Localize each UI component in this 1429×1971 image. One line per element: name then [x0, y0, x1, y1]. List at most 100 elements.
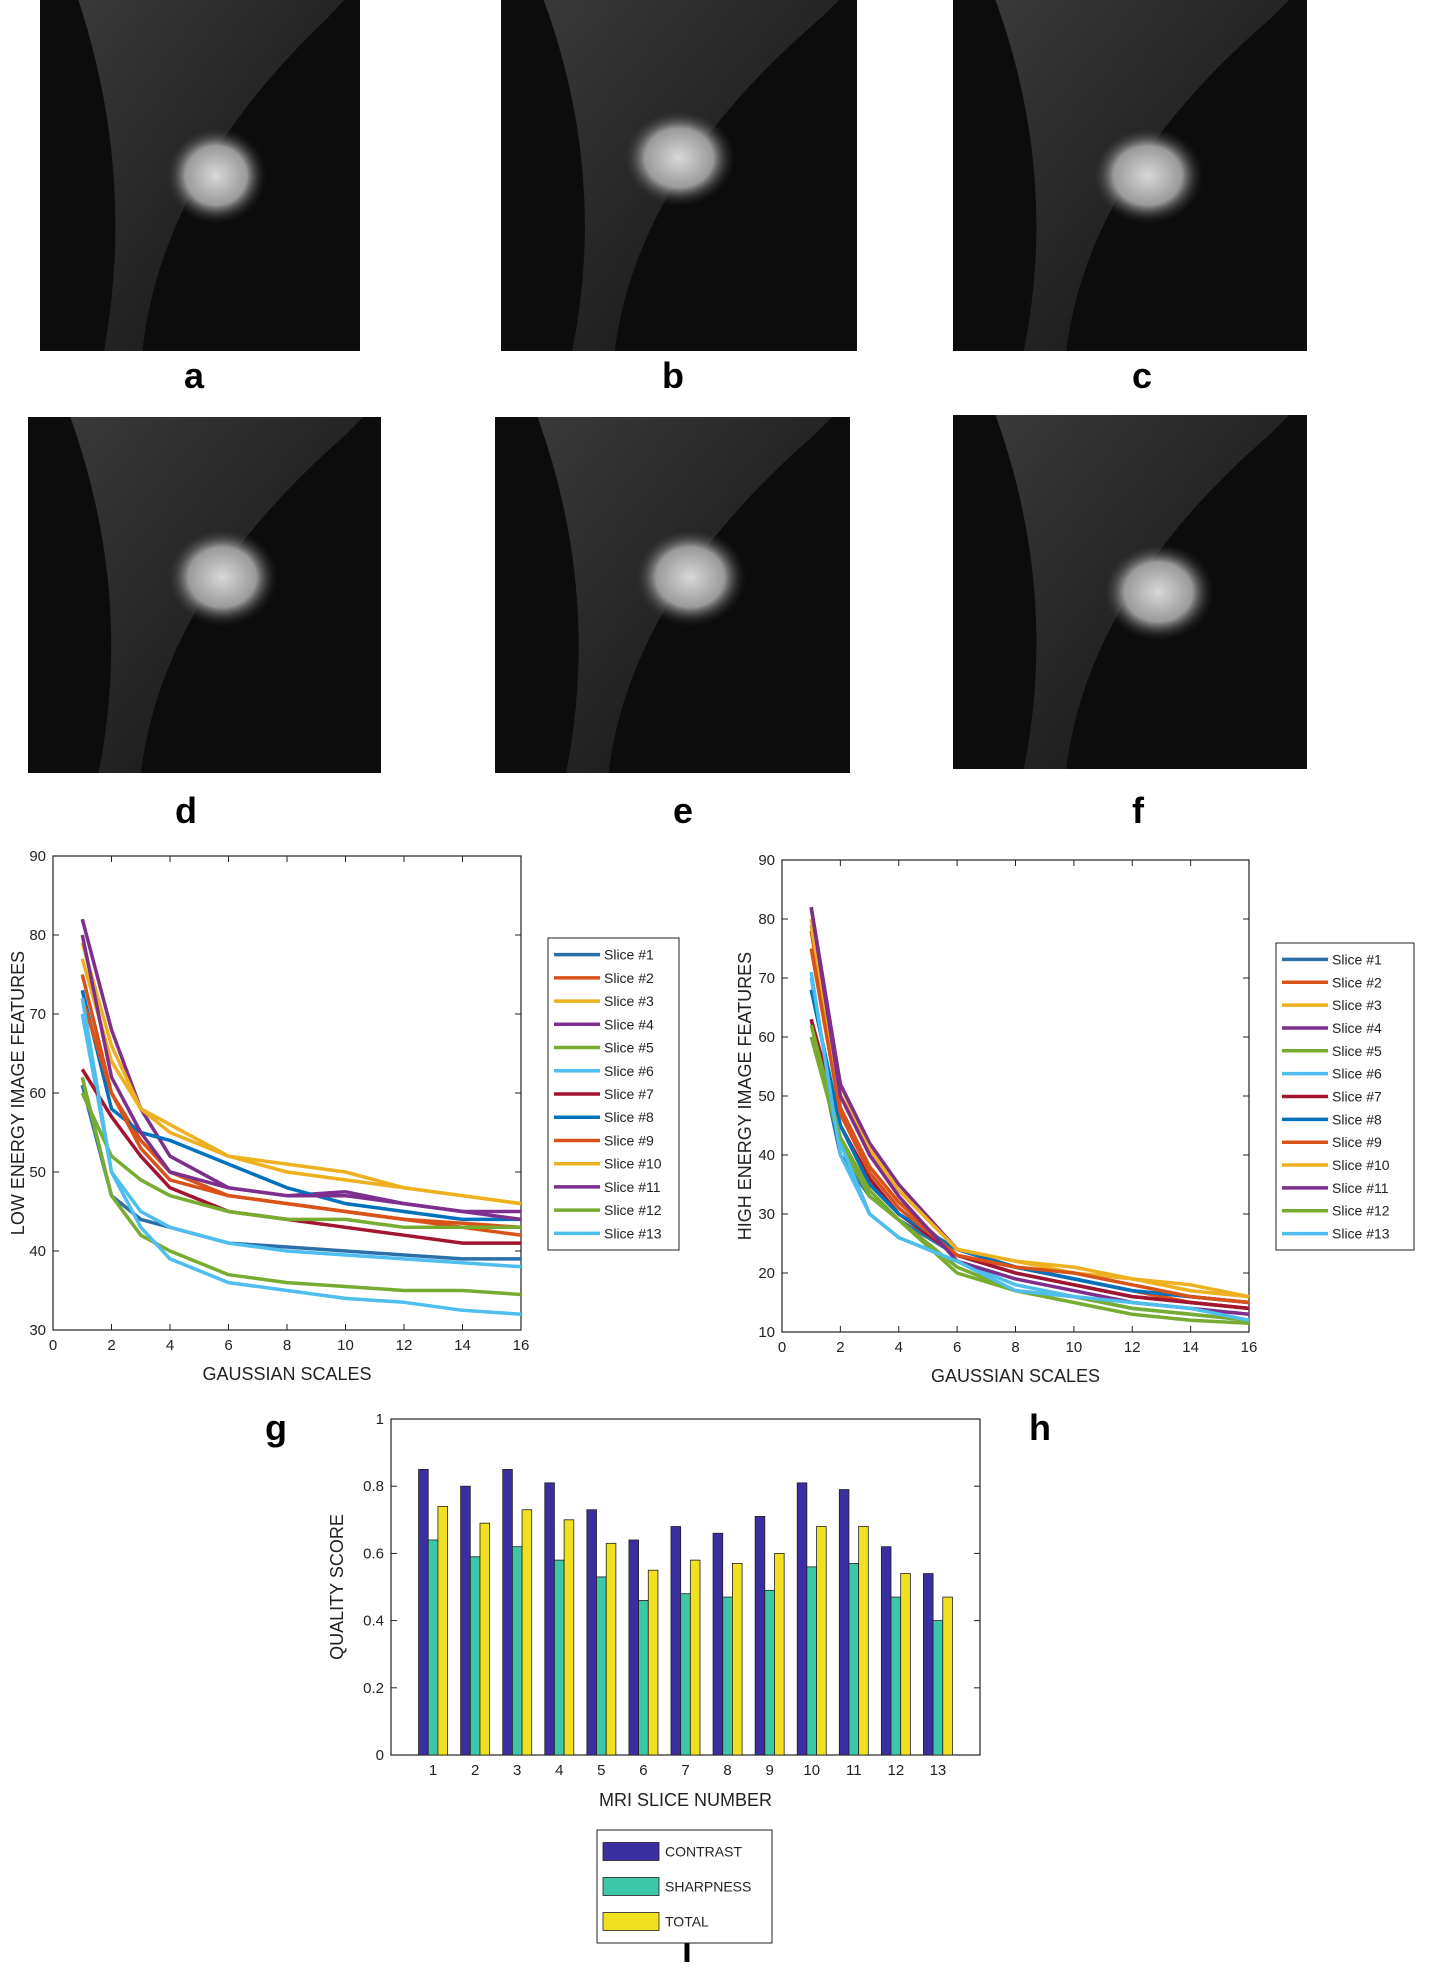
series-line [80, 1076, 522, 1297]
legend-label: Slice #10 [604, 1156, 662, 1172]
y-tick-label: 80 [29, 927, 46, 944]
x-tick-label: 8 [1011, 1339, 1019, 1356]
x-tick-label: 5 [597, 1762, 605, 1779]
series-line [809, 989, 1250, 1305]
x-tick-label: 9 [765, 1762, 773, 1779]
heart [1091, 126, 1205, 225]
x-tick-label: 12 [1124, 1339, 1141, 1356]
x-tick-label: 11 [846, 1762, 862, 1779]
bar [460, 1485, 471, 1756]
bar [647, 1569, 659, 1756]
legend-label: Slice #1 [604, 947, 654, 963]
x-tick-label: 10 [1066, 1339, 1083, 1356]
bar [932, 1620, 944, 1756]
x-tick-label: 2 [107, 1337, 115, 1354]
x-tick-label: 8 [723, 1762, 731, 1779]
legend-swatch [602, 1877, 660, 1896]
heart [164, 126, 268, 225]
y-tick-label: 50 [758, 1088, 775, 1105]
panel-label: a [184, 355, 205, 396]
bar [712, 1532, 724, 1756]
bar [544, 1482, 555, 1756]
legend-label: Slice #3 [604, 993, 654, 1009]
x-axis-label: GAUSSIAN SCALES [931, 1366, 1100, 1386]
bar [521, 1509, 533, 1756]
y-tick-label: 10 [758, 1324, 775, 1341]
legend-label: Slice #8 [604, 1109, 654, 1125]
y-tick-label: 60 [29, 1085, 46, 1102]
legend-label: Slice #8 [1332, 1111, 1382, 1127]
legend-label: Slice #12 [604, 1202, 662, 1218]
panel-label: b [662, 355, 684, 396]
series-line [80, 1013, 522, 1316]
bar [479, 1522, 491, 1756]
bar [722, 1596, 733, 1756]
x-tick-label: 6 [953, 1339, 961, 1356]
series-line [809, 948, 1250, 1305]
series-line [80, 1084, 521, 1261]
heart [1101, 542, 1215, 642]
y-tick-label: 30 [758, 1206, 775, 1223]
y-tick-label: 20 [758, 1265, 775, 1282]
chart: 0 0.2 0.4 0.6 0.8 1 QUALITY SCORE MRI SLICE NUM… [327, 1411, 981, 1970]
legend-label: Slice #6 [604, 1063, 654, 1079]
bar [469, 1556, 481, 1756]
bar [670, 1526, 682, 1756]
legend-label: Slice #9 [604, 1132, 654, 1148]
y-tick-label: 0.2 [363, 1680, 384, 1697]
bar [554, 1559, 565, 1756]
x-axis-label: GAUSSIAN SCALES [202, 1364, 371, 1384]
y-tick-label: 60 [758, 1029, 775, 1046]
bar [502, 1469, 513, 1756]
plot-area [781, 859, 1250, 1333]
y-axis-label: HIGH ENERGY IMAGE FEATURES [735, 952, 755, 1240]
legend-label: SHARPNESS [665, 1879, 751, 1895]
series-line [809, 1024, 1250, 1322]
legend-label: TOTAL [665, 1914, 709, 1930]
legend-label: Slice #3 [1332, 997, 1382, 1013]
bar [806, 1566, 817, 1756]
legend-label: Slice #7 [604, 1086, 654, 1102]
x-tick-label: 10 [803, 1762, 820, 1779]
x-tick-label: 0 [778, 1339, 786, 1356]
bar [880, 1546, 892, 1756]
bar [923, 1573, 934, 1756]
x-tick-label: 3 [513, 1762, 521, 1779]
heart [622, 108, 736, 208]
bar [900, 1573, 911, 1756]
bar [816, 1526, 827, 1756]
legend-label: Slice #6 [1332, 1066, 1382, 1082]
y-tick-label: 30 [29, 1322, 46, 1339]
y-tick-label: 50 [29, 1164, 46, 1181]
bar [890, 1596, 902, 1756]
chest-wall [78, 0, 345, 351]
y-tick-label: 0.8 [363, 1478, 384, 1495]
y-tick-label: 1 [376, 1411, 384, 1428]
panel-label: c [1132, 355, 1152, 396]
x-tick-label: 10 [337, 1337, 354, 1354]
bar [732, 1563, 743, 1756]
bar [858, 1526, 869, 1756]
legend-label: CONTRAST [665, 1844, 742, 1860]
y-tick-label: 90 [758, 852, 775, 869]
bar [427, 1539, 439, 1756]
y-axis-label: QUALITY SCORE [327, 1514, 347, 1660]
legend-label: Slice #4 [604, 1016, 654, 1032]
x-tick-label: 13 [930, 1762, 947, 1779]
y-tick-label: 40 [29, 1243, 46, 1260]
panel-label: f [1132, 790, 1145, 831]
panel-label: g [265, 1407, 287, 1448]
bar [774, 1553, 785, 1756]
legend-label: Slice #5 [604, 1040, 654, 1056]
series-line [809, 971, 1250, 1322]
bar [605, 1542, 617, 1756]
heart [165, 527, 279, 628]
chest-wall [543, 0, 840, 351]
bar [563, 1519, 575, 1756]
panel-label: e [673, 790, 693, 831]
x-tick-label: 16 [513, 1337, 530, 1354]
y-axis-label: LOW ENERGY IMAGE FEATURES [8, 951, 28, 1235]
y-tick-label: 70 [29, 1006, 46, 1023]
bar [586, 1509, 597, 1756]
